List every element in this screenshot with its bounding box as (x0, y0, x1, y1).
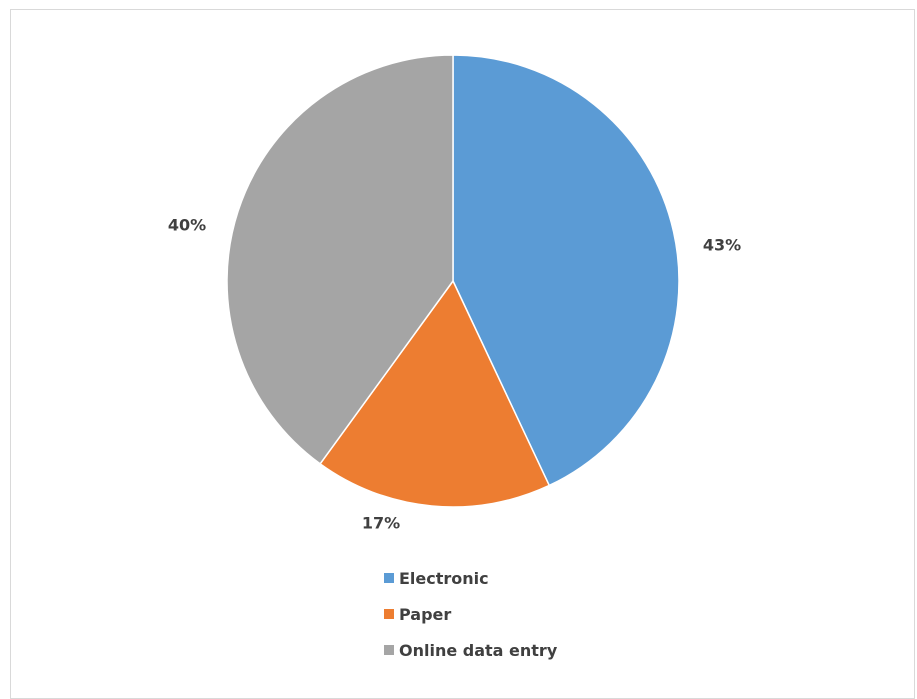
legend-item-electronic: Electronic (384, 568, 557, 588)
data-label-electronic: 43% (703, 236, 741, 255)
legend-label-paper: Paper (399, 604, 452, 624)
data-label-paper: 17% (362, 514, 400, 533)
legend-label-electronic: Electronic (399, 568, 489, 588)
legend-item-paper: Paper (384, 604, 557, 624)
legend-label-online-data-entry: Online data entry (399, 640, 558, 660)
legend-swatch-online-data-entry (384, 645, 394, 655)
legend: Electronic Paper Online data entry (384, 568, 557, 676)
pie-slice-electronic (452, 54, 680, 487)
pie-chart: 43% 17% 40% (168, 54, 741, 533)
pie-slices (226, 54, 680, 508)
legend-item-online-data-entry: Online data entry (384, 640, 557, 660)
legend-swatch-electronic (384, 573, 394, 583)
pie-data-labels: 43% 17% 40% (168, 216, 741, 533)
pie-slice-paper (319, 279, 551, 508)
legend-swatch-paper (384, 609, 394, 619)
data-label-online-data-entry: 40% (168, 216, 206, 235)
pie-slice-online-data-entry (226, 54, 454, 465)
